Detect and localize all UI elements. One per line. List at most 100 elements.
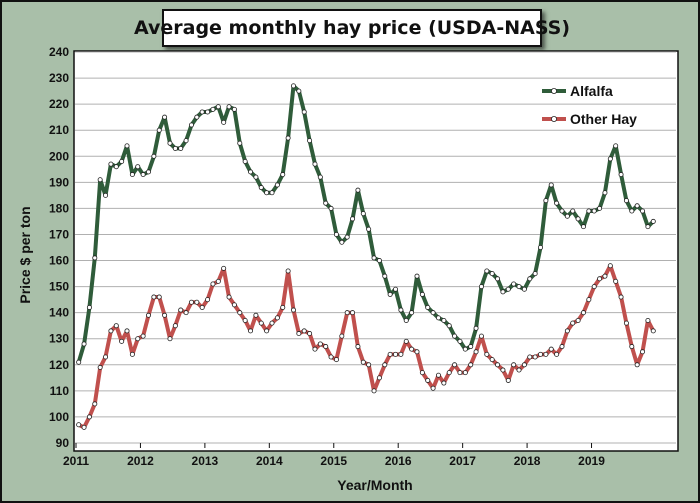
data-point <box>328 205 334 211</box>
data-point <box>323 344 329 350</box>
x-tick-label: 2011 <box>63 454 89 468</box>
data-point <box>489 271 495 277</box>
data-point <box>296 331 302 337</box>
data-point <box>312 346 318 352</box>
data-point <box>607 156 613 162</box>
data-point <box>629 208 635 214</box>
y-axis-title: Price $ per ton <box>17 206 33 303</box>
y-tick-label: 200 <box>49 149 69 163</box>
data-point <box>140 333 146 339</box>
data-point <box>376 375 382 381</box>
data-point <box>430 385 436 391</box>
data-point <box>76 359 82 365</box>
data-point <box>640 208 646 214</box>
legend-marker <box>551 88 558 95</box>
data-point <box>564 328 570 334</box>
x-tick-label: 2016 <box>385 454 412 468</box>
x-axis-title: Year/Month <box>337 477 412 493</box>
data-point <box>645 317 651 323</box>
data-point <box>317 174 323 180</box>
data-point <box>269 190 275 196</box>
data-point <box>210 106 216 112</box>
data-point <box>339 333 345 339</box>
data-point <box>135 336 141 342</box>
data-point <box>242 317 248 323</box>
legend-marker <box>551 116 558 123</box>
data-point <box>532 354 538 360</box>
data-point <box>473 325 479 331</box>
data-point <box>489 357 495 363</box>
x-tick-label: 2012 <box>127 454 154 468</box>
data-point <box>205 297 211 303</box>
data-point <box>419 291 425 297</box>
y-tick-label: 180 <box>49 201 69 215</box>
data-point <box>548 182 554 188</box>
data-point <box>398 351 404 357</box>
series-other-hay <box>76 263 656 430</box>
data-point <box>97 364 103 370</box>
data-point <box>457 338 463 344</box>
data-point <box>119 338 125 344</box>
data-point <box>393 351 399 357</box>
data-point <box>194 299 200 305</box>
y-tick-label: 190 <box>49 175 69 189</box>
data-point <box>591 284 597 290</box>
data-point <box>419 370 425 376</box>
data-point <box>634 362 640 368</box>
data-point <box>264 190 270 196</box>
y-tick-label: 210 <box>49 123 69 137</box>
data-point <box>167 336 173 342</box>
data-point <box>505 377 511 383</box>
data-point <box>135 164 141 170</box>
data-point <box>393 286 399 292</box>
data-point <box>414 349 420 355</box>
data-point <box>575 317 581 323</box>
data-point <box>151 294 157 300</box>
data-point <box>360 211 366 217</box>
data-point <box>580 310 586 316</box>
data-point <box>554 351 560 357</box>
data-point <box>371 255 377 261</box>
y-tick-label: 220 <box>49 97 69 111</box>
data-point <box>645 224 651 230</box>
data-point <box>570 320 576 326</box>
data-point <box>183 138 189 144</box>
data-point <box>290 307 296 313</box>
data-point <box>290 83 296 89</box>
data-point <box>500 367 506 373</box>
y-tick-label: 120 <box>49 358 69 372</box>
data-point <box>264 328 270 334</box>
x-axis-ticks: 2011 2012 2013 2014 2015 2016 2017 2018 2019 <box>63 443 605 468</box>
data-point <box>387 351 393 357</box>
data-point <box>425 377 431 383</box>
data-point <box>521 362 527 368</box>
data-point <box>382 362 388 368</box>
y-tick-label: 240 <box>49 45 69 59</box>
data-point <box>468 344 474 350</box>
y-axis-ticks: 90 100 110 120 130 140 150 160 170 180 190 200 210 22… <box>49 45 69 450</box>
data-point <box>350 310 356 316</box>
data-point <box>650 218 656 224</box>
data-point <box>527 354 533 360</box>
data-point <box>333 357 339 363</box>
data-point <box>280 304 286 310</box>
series-alfalfa <box>76 83 656 365</box>
data-point <box>333 231 339 237</box>
data-point <box>629 344 635 350</box>
data-point <box>441 317 447 323</box>
data-point <box>167 140 173 146</box>
data-point <box>371 388 377 394</box>
data-point <box>548 346 554 352</box>
data-point <box>92 401 98 407</box>
data-point <box>162 312 168 318</box>
data-point <box>543 351 549 357</box>
data-point <box>532 271 538 277</box>
data-point <box>602 273 608 279</box>
data-point <box>591 208 597 214</box>
data-point <box>457 370 463 376</box>
data-point <box>92 255 98 261</box>
data-point <box>484 268 490 274</box>
data-point <box>226 294 232 300</box>
data-point <box>199 109 205 115</box>
